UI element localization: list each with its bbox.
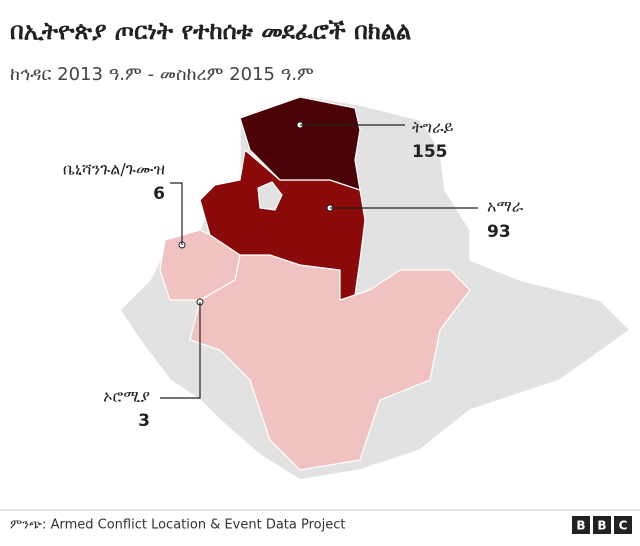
region-value: 3 bbox=[138, 411, 150, 431]
region-name: ኦሮሚያ bbox=[103, 387, 150, 406]
region bbox=[199, 148, 366, 301]
region bbox=[239, 96, 361, 191]
region-value: 93 bbox=[487, 222, 511, 242]
logo: B B C bbox=[572, 516, 632, 534]
logo-letter: C bbox=[619, 519, 628, 533]
region-name: ትግራይ bbox=[412, 118, 454, 137]
region-name: አማራ bbox=[487, 197, 524, 216]
region-name: ቤኒሻንጉል/ጉሙዝ bbox=[63, 160, 165, 179]
region-value: 6 bbox=[153, 184, 165, 204]
leader-lines bbox=[160, 121, 478, 399]
source: ምንጭ: Armed Conflict Location & Event Dat… bbox=[10, 518, 345, 533]
subtitle: ከኅዳር 2013 ዓ.ም - መስከረም 2015 ዓ.ም bbox=[10, 64, 314, 85]
logo-letter: B bbox=[576, 519, 585, 533]
title: በኢትዮጵያ ጦርነት የተከሰቱ መደፈሮች በክልል bbox=[10, 17, 411, 45]
logo-letter: B bbox=[597, 519, 606, 533]
region-value: 155 bbox=[412, 142, 448, 162]
